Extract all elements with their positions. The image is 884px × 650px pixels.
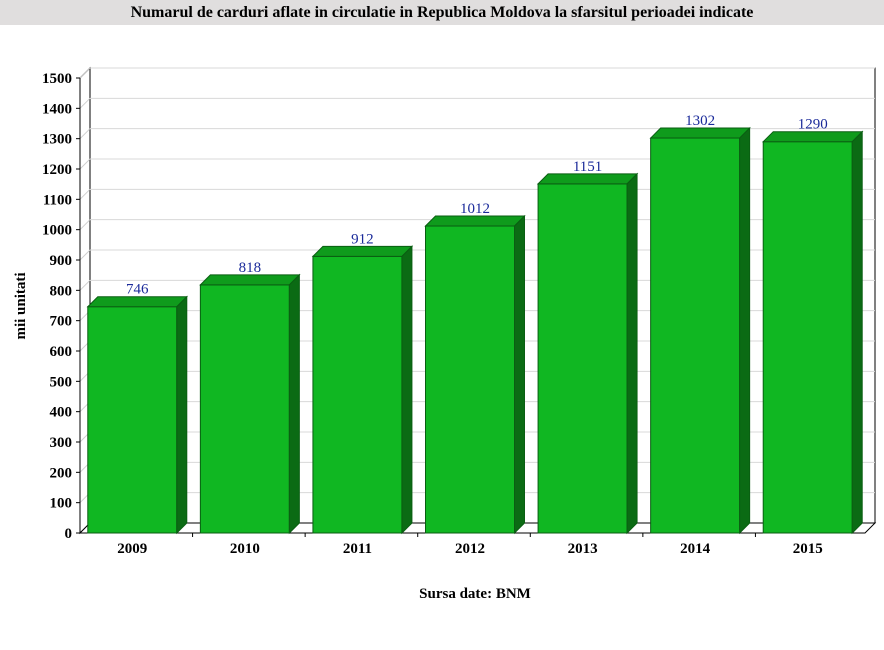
bar <box>86 295 188 535</box>
bar-front <box>537 183 628 534</box>
gridline-depth <box>79 219 91 231</box>
gridline-depth <box>79 158 91 170</box>
chart-title: Numarul de carduri aflate in circulatie … <box>0 0 884 25</box>
y-tick-label: 1000 <box>42 223 72 239</box>
bar <box>199 273 301 535</box>
y-tick-label: 700 <box>50 314 73 330</box>
y-tick-label: 100 <box>50 496 73 512</box>
data-label: 1290 <box>798 117 828 133</box>
bar-side <box>514 214 525 535</box>
x-tick-label: 2013 <box>568 541 598 557</box>
bar-front <box>650 137 741 534</box>
y-tick-label: 1200 <box>42 162 72 178</box>
bar-front <box>312 255 403 534</box>
bar-top <box>536 173 639 185</box>
data-label: 1012 <box>460 201 490 217</box>
x-tick-label: 2012 <box>455 541 485 557</box>
y-tick-label: 1400 <box>42 101 72 117</box>
bar-top <box>762 131 864 143</box>
y-tick-label: 300 <box>50 435 73 451</box>
bar-side <box>401 245 413 535</box>
gridline-depth <box>79 249 91 261</box>
x-tick-label: 2011 <box>343 541 372 557</box>
x-tick-label: 2010 <box>230 541 260 557</box>
gridline-depth <box>79 188 91 200</box>
y-tick-label: 0 <box>65 526 73 542</box>
y-tick-label: 800 <box>50 283 73 299</box>
bar-top <box>424 215 526 227</box>
bar-front <box>87 306 178 534</box>
source-note: Sursa date: BNM <box>419 586 531 602</box>
bars <box>86 126 864 535</box>
data-label: 746 <box>126 282 149 298</box>
bar <box>311 245 414 535</box>
bar <box>762 130 864 535</box>
bar <box>649 126 751 535</box>
y-tick-label: 1500 <box>42 71 72 87</box>
bar-front <box>199 284 290 534</box>
y-tick-label: 900 <box>50 253 73 269</box>
bar-top <box>199 274 301 286</box>
bar-side <box>176 295 188 535</box>
data-label: 818 <box>239 260 262 276</box>
gridline-depth <box>79 97 91 109</box>
y-tick-label: 200 <box>50 465 73 481</box>
bar-side <box>626 172 638 535</box>
data-labels: 746 818 912 1012 1151 1302 1290 <box>126 113 828 298</box>
bar-top <box>649 127 751 139</box>
x-tick-label: 2014 <box>680 541 711 557</box>
y-axis-label: mii unitati <box>13 272 29 339</box>
gridline-depth <box>79 128 91 140</box>
x-tick-label: 2009 <box>117 541 147 557</box>
x-tick-label: 2015 <box>793 541 823 557</box>
bar-side <box>739 126 751 535</box>
y-tick-label: 500 <box>50 374 73 390</box>
data-label: 1151 <box>573 159 602 175</box>
data-label: 1302 <box>685 113 715 129</box>
bar <box>424 214 526 535</box>
y-tick-label: 1300 <box>42 132 72 148</box>
gridline-depth <box>79 67 91 79</box>
bar-top <box>311 245 414 257</box>
bar-side <box>288 273 300 535</box>
y-tick-label: 1100 <box>43 192 72 208</box>
y-tick-label: 600 <box>50 344 73 360</box>
bar-side <box>851 130 863 535</box>
data-label: 912 <box>351 231 374 247</box>
y-tick-label: 400 <box>50 405 73 421</box>
bar-top <box>86 296 188 308</box>
bar-front <box>762 141 853 534</box>
y-tick-labels: 0 100 200 300 400 500 600 700 800 900 1000 1100 1200… <box>42 71 72 542</box>
bar <box>536 172 639 535</box>
x-tick-labels: 2009 2010 2011 2012 2013 2014 2015 <box>117 541 822 557</box>
gridline-depth <box>79 279 91 291</box>
bar-front <box>425 225 515 534</box>
